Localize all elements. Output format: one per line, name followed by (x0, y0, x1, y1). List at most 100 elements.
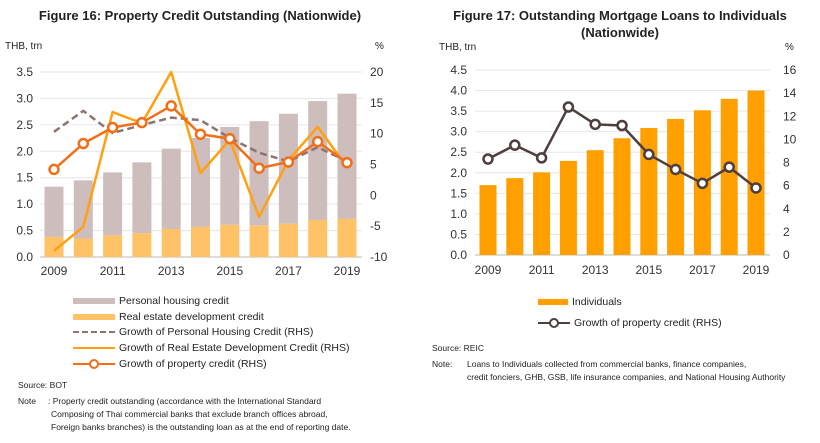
right-bar-individuals-2012 (559, 160, 577, 255)
right-bar-individuals-2016 (667, 118, 685, 255)
left-y2-tick-label: 0 (370, 188, 377, 202)
legend-mortgage-growth: Growth of property credit (RHS) (538, 316, 722, 330)
left-line-growth-of-property-credit-rhs--point-2018 (311, 135, 324, 148)
right-line-growth-of-property-credit-rhs--point-2016 (669, 163, 682, 176)
right-line-growth-of-property-credit-rhs--point-2012 (562, 101, 575, 113)
left-x-tick-label: 2017 (275, 264, 302, 278)
left-line-growth-of-personal-housing-credit-rhs- (53, 109, 348, 163)
left-bar-real-estate-development-credit-2012 (132, 233, 152, 257)
marker-icon (89, 358, 99, 369)
right-y-tick-label: 3.5 (450, 104, 467, 118)
legend-label: Growth of Real Estate Development Credit… (119, 342, 350, 354)
left-bar-real-estate-development-credit-2010 (73, 238, 93, 257)
right-line-growth-of-property-credit-rhs--point-2011 (535, 152, 548, 164)
right-x-tick-label: 2011 (529, 263, 555, 277)
left-note-line: Composing of Thai commercial banks that … (51, 409, 328, 419)
left-y2-axis-unit: % (375, 41, 384, 52)
legend-property-growth: Growth of property credit (RHS) (73, 357, 267, 371)
legend-label: Personal housing credit (119, 295, 229, 307)
left-y-tick-label: 0.5 (16, 224, 33, 238)
right-y-axis-unit: THB, trn (439, 42, 477, 53)
right-y-tick-label: 0.5 (450, 227, 467, 241)
legend-swatch (73, 347, 115, 349)
left-y-axis-unit: THB, trn (5, 41, 43, 52)
left-x-tick-label: 2015 (216, 264, 243, 278)
right-line-growth-of-property-credit-rhs--point-2017 (696, 177, 709, 190)
left-x-tick-label: 2011 (100, 264, 126, 278)
right-source: Source: REIC (432, 343, 484, 353)
right-y2-tick-label: 12 (783, 109, 797, 123)
left-line-growth-of-real-estate-development-credit-rhs- (53, 70, 349, 252)
left-bar-real-estate-development-credit-2017 (278, 223, 298, 257)
legend-real-estate-growth: Growth of Real Estate Development Credit… (73, 341, 350, 355)
left-y-tick-label: 2.0 (16, 144, 33, 158)
right-y-tick-label: 0.0 (450, 248, 467, 262)
left-bar-personal-housing-credit-2019 (337, 93, 357, 219)
right-y-tick-label: 2.0 (450, 166, 467, 180)
right-y2-tick-label: 2 (783, 225, 790, 239)
right-x-tick-label: 2009 (475, 263, 502, 277)
left-y-tick-label: 2.5 (16, 118, 33, 132)
right-note-label: Note: (432, 359, 453, 369)
left-note-line: Foreign banks branches) is the outstandi… (51, 422, 351, 432)
legend-label: Growth of Personal Housing Credit (RHS) (119, 326, 314, 338)
right-line-growth-of-property-credit-rhs--point-2019 (750, 182, 762, 194)
legend-label: Growth of property credit (RHS) (574, 317, 722, 329)
right-y-tick-label: 4.0 (450, 84, 467, 98)
left-y-tick-label: 3.0 (16, 91, 33, 105)
right-line-growth-of-property-credit-rhs--point-2014 (616, 119, 628, 132)
right-chart-title-line2: (Nationwide) (581, 25, 659, 40)
right-line-growth-of-property-credit-rhs--point-2013 (589, 118, 601, 131)
right-bar-individuals-2018 (720, 98, 738, 256)
right-line-growth-of-property-credit-rhs--point-2010 (509, 139, 521, 151)
left-y-tick-label: 0.0 (16, 250, 33, 264)
left-bar-personal-housing-credit-2012 (132, 162, 152, 234)
left-x-tick-label: 2009 (41, 264, 68, 278)
left-line-growth-of-property-credit-rhs--point-2015 (224, 132, 236, 145)
left-y2-tick-label: 5 (370, 158, 377, 172)
left-line-growth-of-property-credit-rhs--point-2010 (77, 137, 90, 150)
right-bar-individuals-2011 (533, 172, 551, 255)
right-y2-tick-label: 0 (783, 248, 790, 262)
legend-swatch (538, 299, 568, 305)
right-bar-individuals-2015 (640, 127, 658, 255)
left-note-label: Note (18, 396, 36, 406)
left-bar-real-estate-development-credit-2018 (308, 220, 328, 257)
left-y2-tick-label: 10 (370, 127, 384, 141)
left-y2-tick-label: -10 (370, 250, 388, 264)
legend-real-estate: Real estate development credit (73, 310, 264, 324)
legend-swatch (73, 331, 115, 333)
right-y2-tick-label: 10 (783, 132, 797, 146)
right-x-tick-label: 2017 (689, 263, 716, 277)
legend-swatch (73, 314, 115, 320)
left-bar-personal-housing-credit-2018 (308, 101, 328, 220)
left-x-tick-label: 2019 (334, 264, 361, 278)
left-line-growth-of-property-credit-rhs--point-2011 (106, 121, 119, 134)
legend-label: Real estate development credit (119, 311, 264, 323)
right-y-tick-label: 2.5 (450, 145, 467, 159)
left-bar-real-estate-development-credit-2009 (44, 236, 64, 257)
left-bar-personal-housing-credit-2011 (103, 172, 123, 236)
left-line-growth-of-property-credit-rhs--point-2019 (341, 156, 353, 169)
right-bar-individuals-2014 (613, 138, 631, 255)
right-y-tick-label: 1.5 (450, 186, 467, 200)
left-y-tick-label: 1.5 (16, 171, 33, 185)
left-source: Source: BOT (18, 380, 68, 390)
right-y2-tick-label: 4 (783, 202, 790, 216)
left-bar-personal-housing-credit-2009 (44, 186, 64, 237)
left-line-growth-of-property-credit-rhs--point-2012 (136, 116, 148, 129)
right-bar-individuals-2009 (479, 185, 497, 255)
left-y-tick-label: 3.5 (16, 65, 33, 79)
legend-label: Individuals (572, 296, 622, 308)
left-bar-personal-housing-credit-2010 (73, 180, 93, 239)
left-bar-real-estate-development-credit-2015 (220, 224, 240, 257)
left-bar-real-estate-development-credit-2013 (161, 228, 181, 257)
left-line-growth-of-property-credit-rhs--point-2017 (282, 156, 295, 168)
left-bar-real-estate-development-credit-2014 (191, 226, 210, 257)
left-x-tick-label: 2013 (158, 264, 185, 278)
right-y-tick-label: 4.5 (450, 63, 467, 77)
legend-individuals: Individuals (538, 295, 622, 309)
left-y-tick-label: 1.0 (16, 197, 33, 211)
